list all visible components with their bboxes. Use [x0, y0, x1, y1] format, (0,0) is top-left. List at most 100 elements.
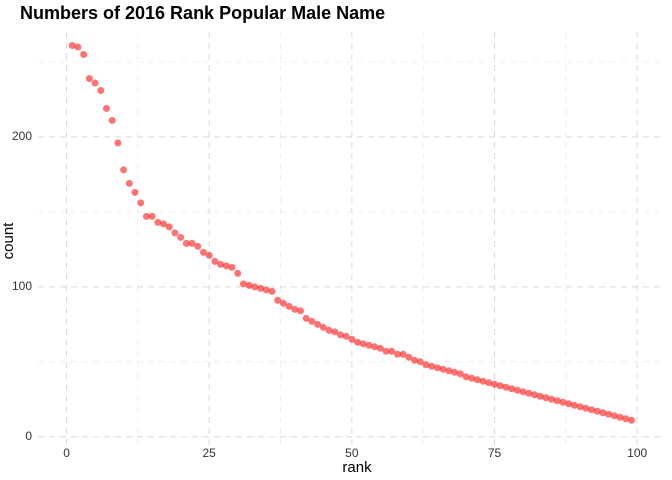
- point: [296, 307, 304, 315]
- x-axis-label: rank: [342, 459, 372, 476]
- point: [308, 317, 316, 325]
- point: [394, 350, 402, 358]
- point: [91, 79, 99, 87]
- point: [171, 229, 179, 237]
- point: [468, 374, 476, 382]
- point: [553, 397, 561, 405]
- point: [405, 353, 413, 361]
- point: [456, 370, 464, 378]
- point: [513, 386, 521, 394]
- point: [588, 406, 596, 414]
- point: [354, 338, 362, 346]
- point: [371, 343, 379, 351]
- x-tick-label: 0: [63, 446, 70, 460]
- x-tick-label: 25: [203, 446, 217, 460]
- point: [314, 320, 322, 328]
- point: [388, 347, 396, 355]
- point: [319, 323, 327, 331]
- point: [416, 358, 424, 366]
- point: [160, 220, 168, 228]
- point: [616, 413, 624, 421]
- point: [108, 116, 116, 124]
- point: [508, 385, 516, 393]
- point: [279, 299, 287, 307]
- point: [194, 242, 202, 250]
- point: [274, 296, 282, 304]
- point: [137, 199, 145, 207]
- y-tick-label: 0: [25, 429, 32, 443]
- point: [182, 239, 190, 247]
- point: [496, 382, 504, 390]
- point: [222, 262, 230, 270]
- point: [491, 380, 499, 388]
- point: [576, 403, 584, 411]
- point: [268, 287, 276, 295]
- point: [97, 86, 105, 94]
- point: [80, 50, 88, 58]
- point: [85, 74, 93, 82]
- point: [68, 41, 76, 49]
- point: [605, 410, 613, 418]
- point: [154, 218, 162, 226]
- y-tick-label: 100: [12, 279, 32, 293]
- point: [125, 179, 133, 187]
- point: [336, 331, 344, 339]
- point: [451, 368, 459, 376]
- point: [148, 212, 156, 220]
- point: [131, 188, 139, 196]
- point: [359, 340, 367, 348]
- point: [433, 364, 441, 372]
- point: [411, 356, 419, 364]
- point: [485, 379, 493, 387]
- point: [245, 281, 253, 289]
- point: [234, 269, 242, 277]
- point: [228, 263, 236, 271]
- grid: [38, 32, 660, 445]
- point: [114, 139, 122, 147]
- point: [348, 335, 356, 343]
- point: [205, 251, 213, 259]
- point: [291, 305, 299, 313]
- point: [530, 391, 538, 399]
- point: [331, 328, 339, 336]
- point: [525, 389, 533, 397]
- chart-title: Numbers of 2016 Rank Popular Male Name: [20, 3, 385, 23]
- point: [519, 388, 527, 396]
- point: [74, 43, 82, 51]
- point: [376, 344, 384, 352]
- point: [565, 400, 573, 408]
- point: [502, 383, 510, 391]
- point: [462, 373, 470, 381]
- points: [68, 41, 635, 424]
- point: [382, 347, 390, 355]
- x-tick-label: 100: [627, 446, 647, 460]
- point: [570, 401, 578, 409]
- y-tick-label: 200: [12, 129, 32, 143]
- point: [439, 365, 447, 373]
- point: [445, 367, 453, 375]
- point: [542, 394, 550, 402]
- point: [302, 314, 310, 322]
- point: [188, 239, 196, 247]
- point: [559, 398, 567, 406]
- point: [120, 166, 128, 174]
- point: [365, 341, 373, 349]
- point: [536, 392, 544, 400]
- x-tick-label: 75: [488, 446, 502, 460]
- point: [199, 248, 207, 256]
- point: [422, 361, 430, 369]
- point: [211, 257, 219, 265]
- point: [257, 284, 265, 292]
- y-axis-label: count: [0, 222, 17, 260]
- point: [593, 407, 601, 415]
- point: [548, 395, 556, 403]
- point: [610, 412, 618, 420]
- point: [165, 223, 173, 231]
- point: [342, 332, 350, 340]
- point: [479, 377, 487, 385]
- point: [428, 362, 436, 370]
- point: [177, 233, 185, 241]
- point: [627, 416, 635, 424]
- point: [262, 286, 270, 294]
